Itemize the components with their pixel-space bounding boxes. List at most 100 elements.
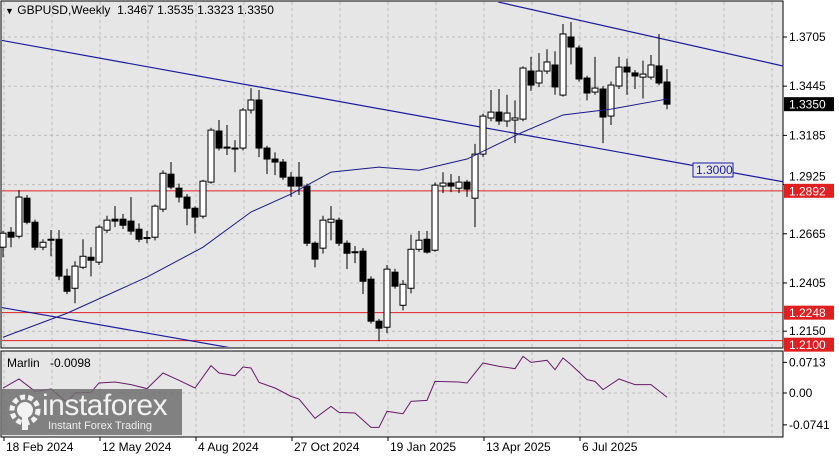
candle-bearish xyxy=(127,220,135,232)
candle-bullish xyxy=(607,84,615,117)
candle-bullish xyxy=(487,111,495,119)
candle-bearish xyxy=(295,176,303,187)
candle-bearish xyxy=(31,221,39,248)
candle-bullish xyxy=(79,255,87,268)
ohlc-values: 1.3467 1.3535 1.3323 1.3350 xyxy=(117,3,274,17)
candle-bearish xyxy=(351,251,359,254)
time-tick-label: 19 Jan 2025 xyxy=(390,440,456,454)
candle-bearish xyxy=(463,181,471,190)
marlin-line xyxy=(2,355,668,428)
candle-bearish xyxy=(263,147,271,160)
candle-bullish xyxy=(159,172,167,210)
collapse-triangle-icon[interactable]: ▼ xyxy=(5,6,14,16)
candle-bullish xyxy=(327,218,335,223)
candle-bearish xyxy=(287,176,295,187)
candle-bearish xyxy=(183,196,191,209)
candle-bearish xyxy=(119,218,127,226)
symbol-timeframe: GBPUSD,Weekly xyxy=(17,3,111,17)
candle-bearish xyxy=(271,158,279,163)
candle-bearish xyxy=(167,173,175,188)
time-axis: 18 Feb 2024 12 May 2024 4 Aug 2024 27 Oct 2… xyxy=(3,437,638,454)
channel-trendline[interactable] xyxy=(0,306,835,454)
time-tick-label: 13 Apr 2025 xyxy=(486,440,551,454)
price-label: 1.3350 xyxy=(789,98,826,112)
candle-bullish xyxy=(431,184,439,251)
candle-bullish xyxy=(95,226,103,263)
candle-bearish xyxy=(191,207,199,218)
candle-bearish xyxy=(47,238,55,241)
candle-bearish xyxy=(575,47,583,80)
candle-bullish xyxy=(543,61,551,72)
candle-bearish xyxy=(303,185,311,244)
candle-bullish xyxy=(591,87,599,93)
candle-bearish xyxy=(359,250,367,282)
candle-bullish xyxy=(103,219,111,231)
time-tick-label: 4 Aug 2024 xyxy=(198,440,259,454)
candle-bullish xyxy=(319,219,327,249)
candle-bullish xyxy=(503,112,511,122)
candle-bullish xyxy=(0,232,7,248)
candle-bearish xyxy=(223,146,231,149)
candle-bullish xyxy=(511,117,519,121)
candle-bearish xyxy=(175,187,183,198)
candles xyxy=(0,22,671,342)
candle-bullish xyxy=(207,129,215,183)
candle-bearish xyxy=(631,72,639,77)
price-label-box xyxy=(784,97,834,112)
oscillator-value: -0.0098 xyxy=(50,356,91,370)
time-tick-label: 18 Feb 2024 xyxy=(6,440,74,454)
marlin-oscillator xyxy=(2,355,668,428)
oscillator-name: Marlin xyxy=(7,356,40,370)
price-label: 1.2248 xyxy=(789,306,826,320)
moving-average-line xyxy=(2,98,668,338)
candle-bearish xyxy=(23,197,31,223)
moving-average xyxy=(2,98,668,338)
candle-bearish xyxy=(623,66,631,73)
time-tick-label: 27 Oct 2024 xyxy=(294,440,360,454)
candle-bullish xyxy=(519,67,527,120)
candle-bullish xyxy=(199,180,207,217)
instaforex-gear-logo-icon xyxy=(9,394,41,430)
candle-bearish xyxy=(583,77,591,94)
price-tick-label: 1.2405 xyxy=(789,276,826,290)
candle-bearish xyxy=(335,219,343,244)
candle-bearish xyxy=(231,147,239,150)
candle-bullish xyxy=(71,265,79,289)
candle-bearish xyxy=(111,218,119,222)
price-tick-label: 1.3445 xyxy=(789,79,826,93)
candle-bearish xyxy=(423,238,431,253)
candle-bearish xyxy=(527,70,535,86)
time-tick-label: 6 Jul 2025 xyxy=(582,440,638,454)
candle-bearish xyxy=(135,228,143,240)
price-tick-label: 1.2925 xyxy=(789,170,826,184)
oscillator-tick-label: -0.0741 xyxy=(789,418,830,432)
candle-bearish xyxy=(391,271,399,287)
candle-bullish xyxy=(239,109,247,149)
candle-bearish xyxy=(375,320,383,329)
oscillator-tick-label: 0.00 xyxy=(789,386,813,400)
horizontal-levels xyxy=(2,190,783,342)
candle-bearish xyxy=(551,64,559,88)
candle-bearish xyxy=(655,65,663,84)
price-label-box xyxy=(784,183,834,198)
watermark-brand: instaforex xyxy=(42,389,168,422)
candle-bullish xyxy=(407,248,415,289)
candle-bullish xyxy=(383,268,391,328)
trendline-price-label[interactable]: 1.3000 xyxy=(692,162,734,178)
candle-bearish xyxy=(63,275,71,292)
watermark: instaforex Instant Forex Trading xyxy=(2,389,182,435)
candle-bearish xyxy=(599,88,607,118)
candle-bearish xyxy=(447,182,455,187)
price-tick-label: 1.2150 xyxy=(789,324,826,338)
price-axis: 1.3705 1.3445 1.3185 1.2925 1.2665 1.2405 1.21… xyxy=(783,30,834,432)
watermark-tagline: Instant Forex Trading xyxy=(48,420,152,432)
candle-bullish xyxy=(479,115,487,155)
candle-bullish xyxy=(455,181,463,189)
candle-bearish xyxy=(7,231,15,238)
candle-bearish xyxy=(55,238,63,277)
candle-bearish xyxy=(495,111,503,122)
candle-bearish xyxy=(255,99,263,149)
channel-trendline[interactable] xyxy=(498,2,835,78)
candle-bullish xyxy=(559,33,567,96)
